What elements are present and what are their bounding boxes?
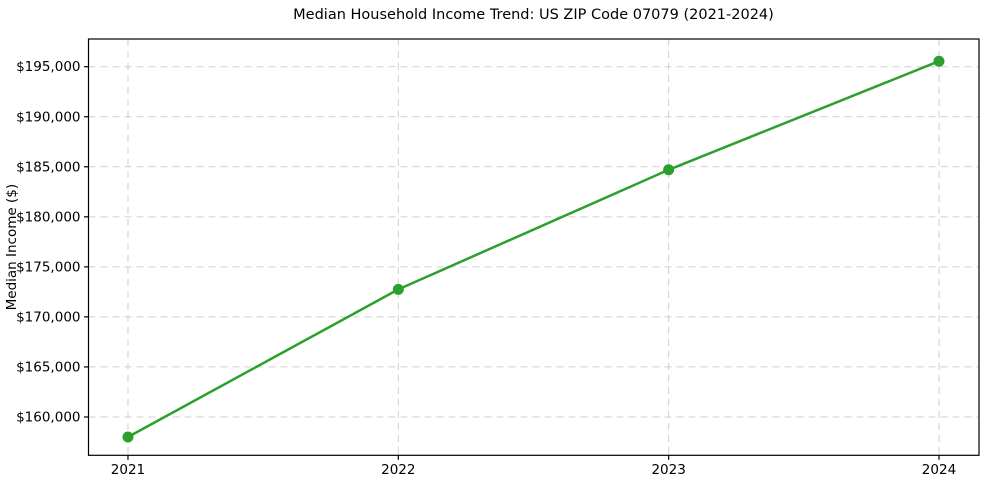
chart-title: Median Household Income Trend: US ZIP Co… — [293, 7, 774, 23]
x-tick-label: 2023 — [651, 462, 685, 478]
y-tick-label: $185,000 — [16, 159, 80, 175]
y-tick-label: $190,000 — [16, 109, 80, 125]
data-point-2024 — [933, 55, 945, 67]
y-tick-label: $165,000 — [16, 359, 80, 375]
y-tick-label: $170,000 — [16, 309, 80, 325]
y-tick-label: $160,000 — [16, 409, 80, 425]
data-point-2023 — [663, 164, 675, 176]
trend-line — [126, 59, 941, 439]
y-tick-label: $180,000 — [16, 209, 80, 225]
y-axis-label: Median Income ($) — [4, 184, 20, 310]
data-point-2021 — [122, 431, 134, 443]
x-tick-label: 2021 — [111, 462, 145, 478]
y-tick-label: $195,000 — [16, 59, 80, 75]
x-tick-label: 2022 — [381, 462, 415, 478]
data-point-2022 — [392, 283, 404, 295]
plot-border — [87, 38, 980, 456]
y-tick-label: $175,000 — [16, 259, 80, 275]
x-tick-label: 2024 — [922, 462, 956, 478]
